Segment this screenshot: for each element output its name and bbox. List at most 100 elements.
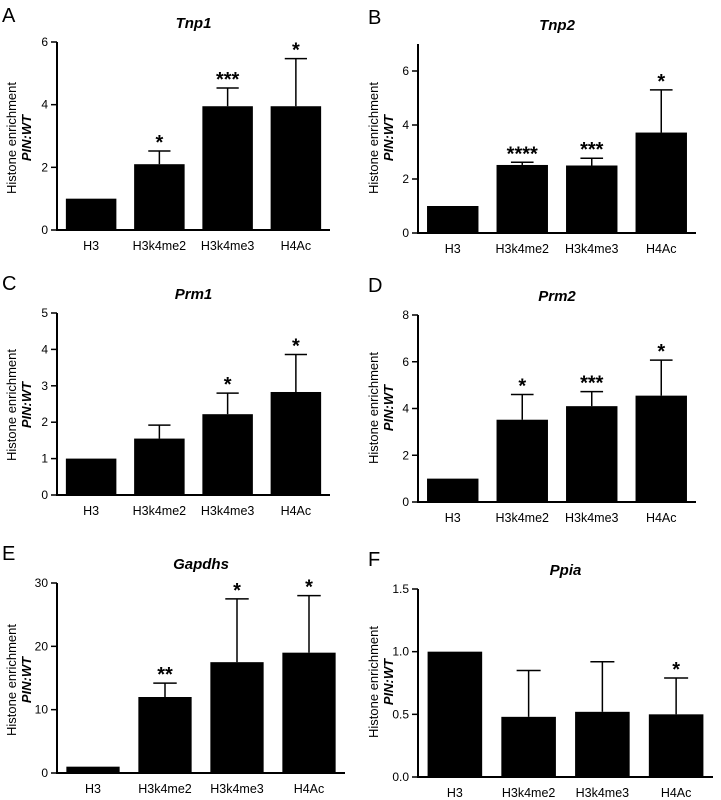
y-tick-label: 0.0: [392, 770, 409, 784]
chart-panel-c: C Prm1 Histone enrichmentPIN:WT 0 1 2 3 4 5 H3 H3k…: [2, 273, 330, 518]
y-tick-label: 10: [35, 703, 49, 717]
y-tick-label: 2: [41, 160, 48, 174]
bar: [134, 438, 185, 495]
bar: [501, 716, 556, 777]
y-axis-label-line2: PIN:WT: [19, 381, 34, 428]
significance-label: *: [657, 71, 665, 93]
significance-label: *: [305, 577, 313, 599]
significance-label: *: [233, 580, 241, 602]
y-tick-label: 1: [41, 452, 48, 466]
y-axis-label: Histone enrichmentPIN:WT: [4, 624, 34, 736]
significance-label: *: [155, 132, 163, 154]
x-tick-label: H3: [85, 782, 101, 796]
x-tick-label: H4Ac: [281, 239, 312, 253]
y-tick-label: 3: [41, 379, 48, 393]
x-tick-label: H3k4me3: [565, 242, 619, 256]
x-tick-label: H3k4me3: [201, 239, 255, 253]
panel-letter: A: [2, 5, 16, 27]
y-tick-label: 1.5: [392, 582, 409, 596]
x-tick-label: H3k4me2: [496, 511, 550, 525]
chart-title: Tnp1: [176, 15, 212, 32]
x-tick-label: H4Ac: [294, 782, 325, 796]
chart-title: Gapdhs: [173, 556, 229, 573]
y-tick-label: 4: [402, 118, 409, 132]
y-tick-label: 4: [402, 402, 409, 416]
x-tick-label: H3k4me3: [201, 504, 255, 518]
bar: [202, 414, 253, 495]
bar: [202, 106, 253, 230]
y-tick-label: 20: [35, 639, 49, 653]
panel-letter: F: [368, 549, 380, 571]
y-tick-label: 0: [41, 223, 48, 237]
bar: [496, 419, 548, 502]
y-axis-label-line2: PIN:WT: [19, 656, 34, 703]
y-axis-label: Histone enrichmentPIN:WT: [4, 82, 34, 194]
y-axis-label-line1: Histone enrichment: [366, 82, 381, 194]
bar: [270, 391, 322, 495]
x-tick-label: H3: [83, 239, 99, 253]
panel-letter: E: [2, 543, 15, 565]
significance-label: ***: [580, 373, 604, 395]
bar: [270, 106, 322, 230]
bar: [138, 697, 192, 773]
y-tick-label: 2: [402, 172, 409, 186]
y-tick-label: 4: [41, 98, 48, 112]
chart-panel-f: F Ppia Histone enrichmentPIN:WT 0.0 0.5 1.0 1.…: [366, 549, 713, 800]
bar: [566, 165, 618, 233]
bar: [210, 662, 264, 773]
y-axis-label-line2: PIN:WT: [381, 384, 396, 431]
significance-label: ****: [507, 143, 538, 165]
y-axis-label: Histone enrichmentPIN:WT: [4, 349, 34, 461]
y-tick-label: 0: [402, 226, 409, 240]
significance-label: **: [157, 664, 173, 686]
y-tick-label: 5: [41, 306, 48, 320]
y-tick-label: 0: [402, 495, 409, 509]
bar: [427, 478, 479, 502]
chart-title: Prm1: [175, 286, 213, 303]
chart-panel-e: E Gapdhs Histone enrichmentPIN:WT 0 10 20 30 H3…: [2, 543, 345, 796]
y-axis-label-line1: Histone enrichment: [366, 352, 381, 464]
chart-title: Prm2: [538, 288, 576, 305]
x-tick-label: H3k4me3: [210, 782, 264, 796]
x-tick-label: H4Ac: [646, 242, 677, 256]
x-tick-label: H3k4me2: [138, 782, 192, 796]
x-tick-label: H3k4me3: [565, 511, 619, 525]
bar: [65, 198, 117, 230]
x-tick-label: H3k4me2: [133, 504, 187, 518]
y-tick-label: 30: [35, 576, 49, 590]
x-tick-label: H3: [445, 511, 461, 525]
x-tick-label: H3k4me2: [133, 239, 187, 253]
x-tick-label: H3k4me2: [496, 242, 550, 256]
x-tick-label: H3: [447, 786, 463, 800]
bar: [282, 652, 336, 773]
x-tick-label: H4Ac: [281, 504, 312, 518]
y-tick-label: 4: [41, 342, 48, 356]
significance-label: *: [292, 40, 300, 62]
x-tick-label: H3k4me3: [576, 786, 630, 800]
bar: [427, 651, 483, 777]
significance-label: ***: [216, 69, 240, 91]
y-tick-label: 1.0: [392, 645, 409, 659]
bar: [635, 395, 687, 502]
significance-label: *: [292, 335, 300, 357]
y-axis-label-line2: PIN:WT: [381, 114, 396, 161]
panel-letter: C: [2, 273, 16, 295]
y-axis-label-line1: Histone enrichment: [4, 349, 19, 461]
y-axis-label-line2: PIN:WT: [19, 114, 34, 161]
x-tick-label: H3: [445, 242, 461, 256]
significance-label: *: [518, 375, 526, 397]
y-tick-label: 6: [402, 64, 409, 78]
bar: [575, 711, 630, 777]
y-tick-label: 6: [402, 355, 409, 369]
y-axis-label: Histone enrichmentPIN:WT: [366, 82, 396, 194]
significance-label: *: [672, 659, 680, 681]
significance-label: ***: [580, 139, 604, 161]
chart-panel-d: D Prm2 Histone enrichmentPIN:WT 0 2 4 6 8 H3 * H3k…: [366, 275, 696, 525]
significance-label: *: [657, 341, 665, 363]
y-tick-label: 8: [402, 308, 409, 322]
y-tick-label: 6: [41, 35, 48, 49]
bar: [134, 164, 185, 230]
y-axis-label-line1: Histone enrichment: [366, 626, 381, 738]
bar: [566, 406, 618, 502]
